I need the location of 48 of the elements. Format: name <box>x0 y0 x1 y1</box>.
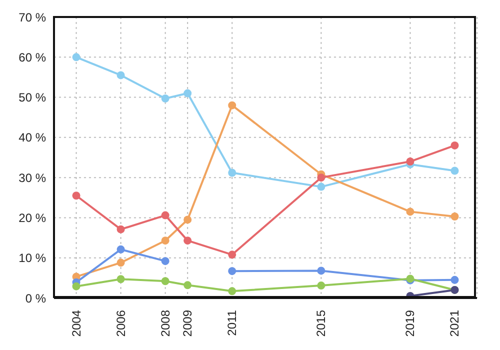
point <box>317 182 326 191</box>
point <box>161 236 170 245</box>
point <box>450 141 459 150</box>
point <box>116 245 125 254</box>
y-tick-label: 70 % <box>18 10 46 24</box>
point <box>184 89 192 98</box>
point <box>161 257 170 266</box>
x-tick-label: 2009 <box>180 310 195 337</box>
point <box>72 192 80 200</box>
point <box>317 174 326 182</box>
point <box>72 282 80 290</box>
point <box>406 208 414 216</box>
point <box>406 158 414 166</box>
y-tick-label: 10 % <box>18 251 46 266</box>
point <box>228 101 236 110</box>
point <box>184 236 192 245</box>
point <box>317 282 326 290</box>
point <box>72 53 80 62</box>
y-tick-label: 50 % <box>18 90 46 105</box>
x-tick-label: 2006 <box>114 310 128 337</box>
point <box>228 250 236 259</box>
y-tick-label: 40 % <box>18 130 46 145</box>
point <box>450 276 459 284</box>
point <box>161 211 170 220</box>
point <box>228 168 236 177</box>
y-tick-label: 60 % <box>18 50 46 64</box>
point <box>450 166 459 175</box>
point <box>317 266 326 275</box>
point <box>228 287 236 296</box>
x-tick-label: 2004 <box>69 310 84 337</box>
x-tick-label: 2008 <box>158 310 172 337</box>
point <box>116 275 125 284</box>
point <box>116 71 125 80</box>
x-tick-label: 2019 <box>403 310 418 337</box>
x-tick-label: 2011 <box>225 310 240 336</box>
y-tick-label: 0 % <box>25 291 46 306</box>
point <box>116 258 125 267</box>
x-tick-label: 2021 <box>448 310 462 337</box>
y-tick-label: 20 % <box>18 210 46 225</box>
point <box>161 94 170 102</box>
point <box>161 277 170 286</box>
x-tick-label: 2015 <box>314 310 328 337</box>
point <box>184 281 192 290</box>
point <box>184 216 192 224</box>
point <box>450 212 459 221</box>
point <box>116 225 125 234</box>
y-tick-label: 30 % <box>18 170 46 185</box>
point <box>228 267 236 276</box>
